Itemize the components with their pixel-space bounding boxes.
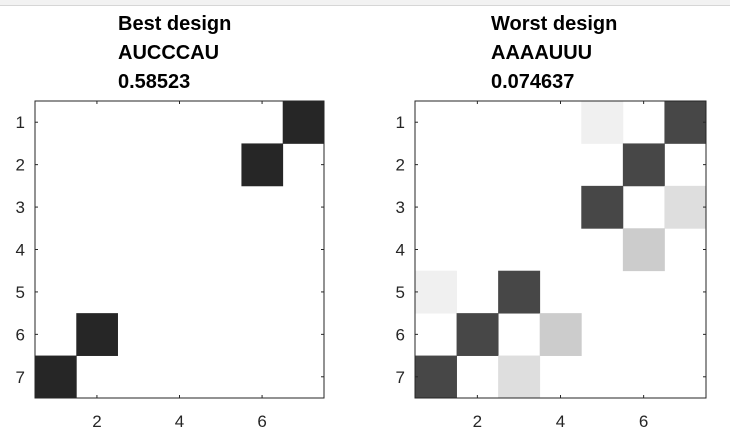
y-tick-label: 1 bbox=[396, 113, 405, 132]
heatmap-cell-r5-c3 bbox=[498, 270, 541, 314]
heatmap-cell-r2-c6 bbox=[622, 143, 665, 187]
y-tick-label: 3 bbox=[396, 198, 405, 217]
chart-title-best: Best design AUCCCAU 0.58523 bbox=[118, 10, 231, 97]
title-line-1: Worst design bbox=[491, 13, 618, 35]
y-tick-label: 2 bbox=[16, 156, 25, 175]
title-line-3: 0.074637 bbox=[491, 71, 575, 93]
heatmap-cell-r6-c2 bbox=[76, 313, 118, 356]
y-tick-label: 6 bbox=[396, 325, 405, 344]
heatmap-cell-r4-c6 bbox=[622, 228, 665, 272]
heatmap-cell-r3-c5 bbox=[581, 185, 624, 229]
heatmap-cell-r5-c1 bbox=[415, 270, 457, 314]
chart-title-worst: Worst design AAAAUUU 0.074637 bbox=[491, 10, 617, 97]
y-tick-label: 5 bbox=[16, 283, 25, 302]
y-tick-label: 7 bbox=[396, 368, 405, 387]
x-tick-label: 2 bbox=[473, 412, 482, 431]
heatmap-cell-r1-c5 bbox=[581, 101, 624, 144]
heatmap-cell-r2-c6 bbox=[241, 143, 284, 187]
heatmap-cell-r7-c1 bbox=[415, 355, 457, 399]
y-tick-label: 7 bbox=[16, 368, 25, 387]
window-top-edge bbox=[0, 0, 730, 6]
y-tick-label: 1 bbox=[16, 113, 25, 132]
heatmap-cell-r3-c7 bbox=[664, 185, 707, 229]
y-tick-label: 6 bbox=[16, 325, 25, 344]
y-tick-label: 2 bbox=[396, 156, 405, 175]
title-line-2: AAAAUUU bbox=[491, 42, 593, 64]
x-tick-label: 6 bbox=[257, 412, 266, 431]
y-tick-label: 3 bbox=[16, 198, 25, 217]
x-tick-label: 4 bbox=[175, 412, 184, 431]
x-tick-label: 6 bbox=[639, 412, 648, 431]
heatmap-panel-2: 1 2 3 4 5 6 7 2 4 6 bbox=[396, 100, 707, 431]
heatmap-cell-r6-c4 bbox=[539, 313, 582, 356]
y-tick-label: 5 bbox=[396, 283, 405, 302]
y-tick-label: 4 bbox=[396, 241, 405, 260]
heatmap-cell-r7-c3 bbox=[498, 355, 541, 399]
heatmap-panel-1: 1 2 3 4 5 6 7 2 4 6 bbox=[16, 100, 325, 431]
heatmap-cell-r6-c2 bbox=[456, 313, 499, 356]
heatmap-cell-r1-c7 bbox=[664, 101, 707, 144]
heatmap-cell-r7-c1 bbox=[35, 355, 77, 399]
title-line-2: AUCCCAU bbox=[118, 42, 220, 64]
heatmap-cell-r1-c7 bbox=[282, 101, 325, 144]
x-tick-label: 2 bbox=[92, 412, 101, 431]
y-tick-label: 4 bbox=[16, 241, 25, 260]
title-line-3: 0.58523 bbox=[118, 71, 191, 93]
x-tick-label: 4 bbox=[556, 412, 565, 431]
title-line-1: Best design bbox=[118, 13, 232, 35]
